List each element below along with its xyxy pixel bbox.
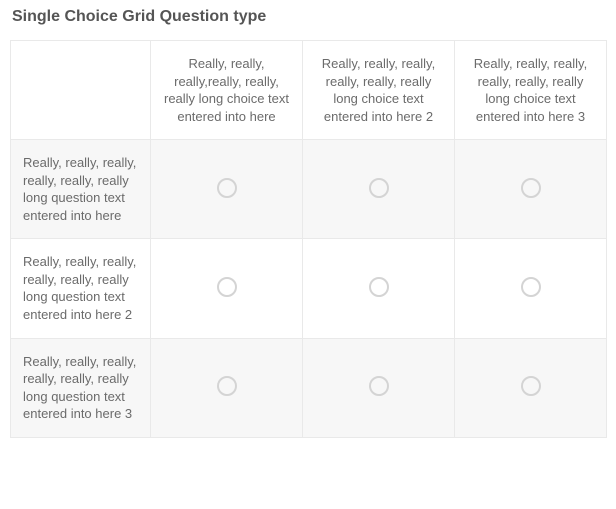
radio-option[interactable] <box>216 276 238 298</box>
column-header: Really, really, really,really, really, r… <box>151 41 303 140</box>
grid-cell <box>151 338 303 437</box>
grid-cell <box>303 338 455 437</box>
radio-unchecked-icon <box>520 177 542 199</box>
row-header: Really, really, really, really, really, … <box>11 338 151 437</box>
row-header: Really, really, really, really, really, … <box>11 239 151 338</box>
grid-cell <box>303 239 455 338</box>
radio-option[interactable] <box>216 375 238 397</box>
grid-row: Really, really, really, really, really, … <box>11 239 607 338</box>
radio-option[interactable] <box>216 177 238 199</box>
radio-unchecked-icon <box>368 177 390 199</box>
radio-unchecked-icon <box>216 276 238 298</box>
column-header: Really, really, really, really, really, … <box>455 41 607 140</box>
radio-unchecked-icon <box>520 276 542 298</box>
radio-option[interactable] <box>368 375 390 397</box>
grid-row: Really, really, really, really, really, … <box>11 338 607 437</box>
column-header: Really, really, really, really, really, … <box>303 41 455 140</box>
grid-cell <box>151 140 303 239</box>
radio-option[interactable] <box>520 276 542 298</box>
grid-corner-cell <box>11 41 151 140</box>
radio-option[interactable] <box>368 276 390 298</box>
radio-option[interactable] <box>520 177 542 199</box>
choice-grid-table: Really, really, really,really, really, r… <box>10 40 607 438</box>
radio-option[interactable] <box>520 375 542 397</box>
grid-cell <box>455 338 607 437</box>
page-title: Single Choice Grid Question type <box>12 8 606 26</box>
radio-unchecked-icon <box>368 375 390 397</box>
row-header: Really, really, really, really, really, … <box>11 140 151 239</box>
grid-row: Really, really, really, really, really, … <box>11 140 607 239</box>
radio-option[interactable] <box>368 177 390 199</box>
radio-unchecked-icon <box>520 375 542 397</box>
grid-cell <box>151 239 303 338</box>
radio-unchecked-icon <box>216 375 238 397</box>
grid-cell <box>455 140 607 239</box>
radio-unchecked-icon <box>216 177 238 199</box>
grid-cell <box>455 239 607 338</box>
radio-unchecked-icon <box>368 276 390 298</box>
grid-cell <box>303 140 455 239</box>
grid-header-row: Really, really, really,really, really, r… <box>11 41 607 140</box>
